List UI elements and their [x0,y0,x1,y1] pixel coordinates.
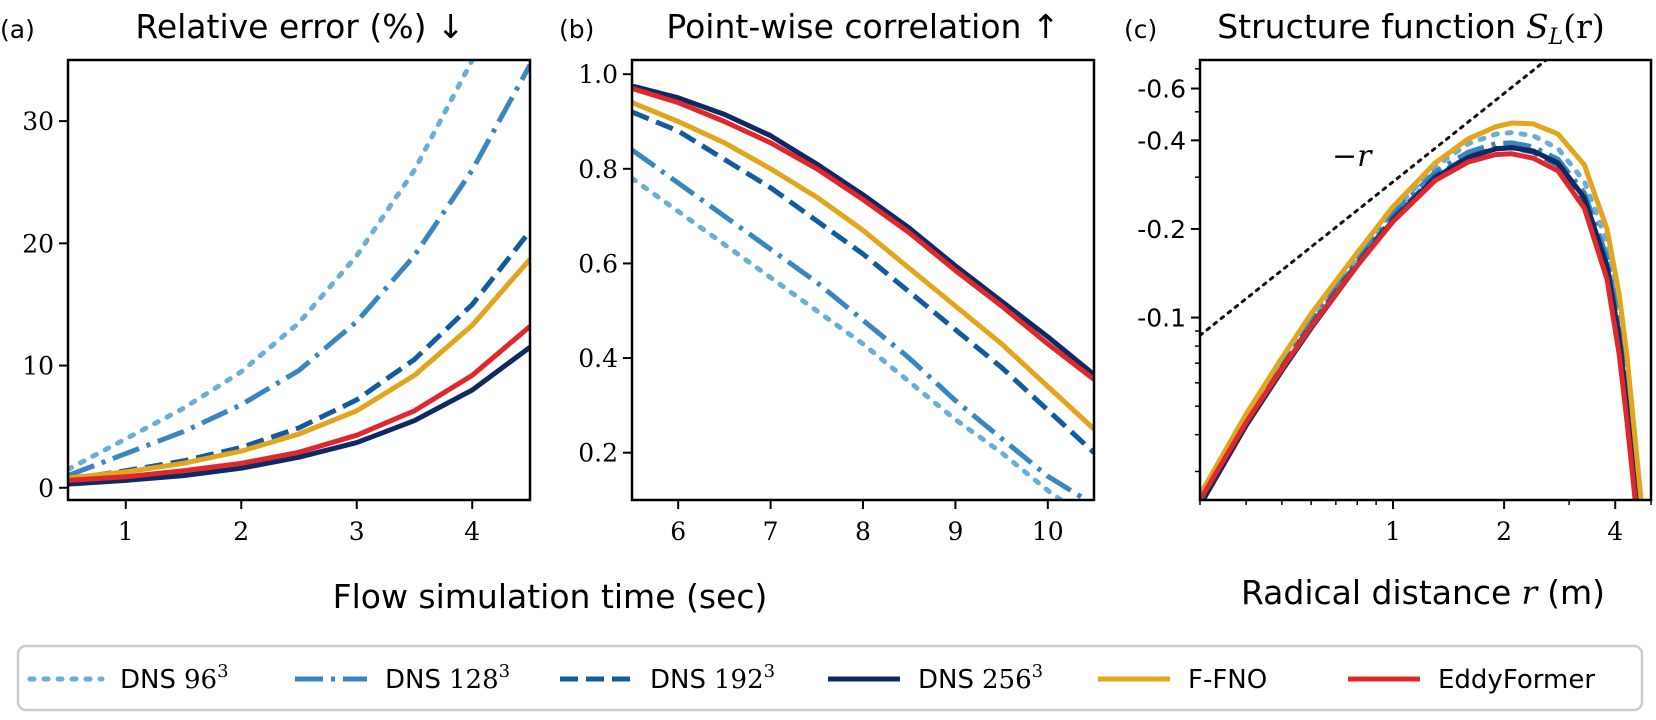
x-tick-label: 4 [1607,517,1623,546]
legend-label-dns256: DNS 2563 [918,661,1043,695]
y-tick-label: -0.4 [1137,126,1186,155]
panel-c-title-math: S [1526,7,1549,46]
legend-item-dns192: DNS 1923 [560,661,775,695]
series-line-eddyformer [68,324,530,483]
panel-c-structure-function: (c) Structure function SL(r) 1 2 4 -0.1 -0.2 -… [1124,7,1653,546]
panel-b-frame [630,58,1096,502]
y-tick-label: 1.0 [578,60,618,89]
panel-c-title: Structure function SL(r) [1217,7,1605,50]
panel-c-title-math-sub: L [1548,25,1564,50]
y-tick-label: -0.6 [1137,75,1186,104]
legend-label-eddyformer: EddyFormer [1438,665,1595,695]
legend-items: DNS 963 DNS 1283 DNS 1923 DNS 2563 F-FNO EddyForm… [27,661,1595,695]
panel-b-pointwise-correlation: (b) Point-wise correlation ↑ 6 7 8 9 10 0.2 0.… [559,7,1096,546]
panel-c-frame [1198,58,1653,502]
series-line-eddyformer [1200,151,1638,500]
legend-label-dns96: DNS 963 [120,661,229,695]
legend-label-dns192: DNS 1923 [650,661,775,695]
x-tick-label: 2 [1496,517,1512,546]
panel-b-label: (b) [559,15,594,44]
x-tick-label: 1 [118,517,134,546]
series-line-ffno [1200,120,1644,500]
y-tick-label: 20 [22,229,54,258]
panel-c-ticks: 1 2 4 -0.1 -0.2 -0.4 -0.6 [1137,68,1652,546]
series-line-dns192 [68,229,530,482]
panel-a-ticks: 1 2 3 4 0 10 20 30 [22,107,480,546]
series-line-dns96 [632,175,1066,500]
series-line-ffno [632,100,1094,431]
panel-c-xlabel-unit: (m) [1547,573,1605,612]
legend-item-dns256: DNS 2563 [828,661,1043,695]
series-line-dns128 [68,63,530,478]
series-line-dns128 [1200,140,1642,500]
reference-line [1200,60,1548,337]
legend-item-dns128: DNS 1283 [295,661,510,695]
series-line-dns96 [68,60,476,472]
x-tick-label: 10 [1032,517,1064,546]
shared-x-axis-label: Flow simulation time (sec) [333,577,768,616]
x-tick-label: 1 [1385,517,1401,546]
panel-b-ticks: 6 7 8 9 10 0.2 0.4 0.6 0.8 1.0 [578,60,1063,546]
panel-c-xlabel-prefix: Radical distance [1241,573,1511,612]
panel-c-xlabel-var: r [1521,573,1539,612]
x-tick-label: 6 [670,517,686,546]
y-tick-label: 0.8 [578,155,618,184]
panel-c-title-math-arg: (r) [1563,7,1605,46]
x-tick-label: 2 [233,517,249,546]
legend-item-ffno: F-FNO [1098,665,1267,695]
panel-a-title: Relative error (%) ↓ [135,7,464,46]
y-tick-label: -0.2 [1137,215,1186,244]
series-line-dns192 [632,109,1094,455]
series-line-dns256 [632,83,1094,377]
x-tick-label: 8 [855,517,871,546]
series-line-ffno [68,257,530,481]
y-tick-label: 0.6 [578,249,618,278]
series-line-dns192 [1200,145,1640,500]
series-line-eddyformer [632,86,1094,382]
x-tick-label: 7 [763,517,779,546]
panel-b-lines [632,83,1094,500]
x-tick-label: 4 [464,517,480,546]
legend-item-dns96: DNS 963 [27,661,229,695]
x-tick-label: 9 [947,517,963,546]
y-tick-label: 0.4 [578,344,618,373]
series-line-dns256 [68,345,530,487]
legend-label-dns128: DNS 1283 [385,661,510,695]
y-tick-label: -0.1 [1137,304,1186,333]
panel-c-annotation: −r [1332,139,1373,174]
panel-c-lines [1200,60,1644,500]
legend-label-ffno: F-FNO [1188,665,1267,695]
x-tick-label: 3 [349,517,365,546]
panel-b-title: Point-wise correlation ↑ [666,7,1059,46]
panel-a-lines [68,60,530,487]
legend-item-eddyformer: EddyFormer [1348,665,1595,695]
series-line-dns256 [1200,145,1639,500]
panel-c-label: (c) [1124,15,1157,44]
panel-c-title-text: Structure function [1217,7,1516,46]
legend: DNS 963 DNS 1283 DNS 1923 DNS 2563 F-FNO EddyForm… [16,644,1644,712]
y-tick-label: 0 [38,474,54,503]
y-tick-label: 0.2 [578,439,618,468]
y-tick-label: 30 [22,107,54,136]
panel-c-x-axis-label: Radical distance r (m) [1241,573,1605,612]
panel-a-frame [66,58,532,502]
panel-a-label: (a) [0,15,35,44]
series-line-dns128 [632,147,1092,500]
y-tick-label: 10 [22,352,54,381]
panel-a-relative-error: (a) Relative error (%) ↓ 1 2 3 4 0 10 20 30 [0,7,532,546]
